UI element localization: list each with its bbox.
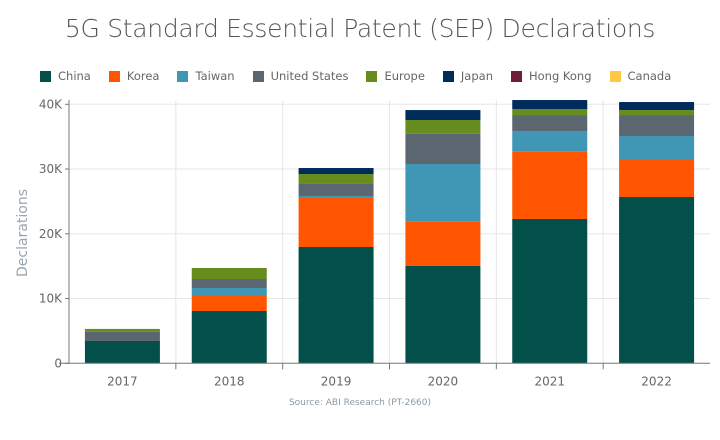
y-tick-label: 20K [39, 227, 63, 241]
bar-2017-china [85, 341, 160, 363]
bar-2020-europe [405, 120, 480, 134]
source-note: Source: ABI Research (PT-2660) [0, 398, 720, 408]
y-axis-label: Declarations [15, 189, 31, 277]
bar-2018-korea [192, 295, 267, 311]
bar-2021-japan [512, 100, 587, 109]
y-tick-label: 40K [39, 97, 63, 111]
bar-2021-china [512, 219, 587, 363]
bar-2022-europe [619, 110, 694, 115]
bar-2018-china [192, 311, 267, 363]
y-tick-label: 30K [39, 162, 63, 176]
bar-2020-japan [405, 110, 480, 120]
bar-2021-united-states [512, 115, 587, 131]
bar-2018-taiwan [192, 288, 267, 295]
y-tick-label: 10K [39, 292, 63, 306]
bar-2019-taiwan [299, 196, 374, 198]
bar-2018-europe [192, 268, 267, 279]
bar-2022-taiwan [619, 136, 694, 159]
x-tick-label: 2019 [321, 374, 352, 388]
x-tick-label: 2022 [641, 374, 672, 388]
bar-2020-korea [405, 222, 480, 266]
bar-2020-china [405, 266, 480, 363]
bar-2020-united-states [405, 134, 480, 164]
x-tick-label: 2018 [214, 374, 245, 388]
x-tick-label: 2020 [428, 374, 459, 388]
bar-2019-korea [299, 198, 374, 247]
bar-2019-united-states [299, 183, 374, 196]
bar-2022-japan [619, 102, 694, 110]
bar-2019-europe [299, 174, 374, 183]
bar-2019-china [299, 247, 374, 363]
bar-2017-united-states [85, 332, 160, 341]
bar-2018-united-states [192, 279, 267, 288]
bar-2022-china [619, 197, 694, 363]
x-tick-label: 2017 [107, 374, 138, 388]
bar-2022-united-states [619, 115, 694, 136]
bar-2022-korea [619, 159, 694, 197]
bar-2020-taiwan [405, 164, 480, 222]
bar-2021-korea [512, 152, 587, 219]
x-tick-label: 2021 [534, 374, 565, 388]
bar-2021-europe [512, 109, 587, 115]
bar-2017-europe [85, 329, 160, 332]
bar-2021-taiwan [512, 131, 587, 152]
bar-2019-japan [299, 168, 374, 174]
